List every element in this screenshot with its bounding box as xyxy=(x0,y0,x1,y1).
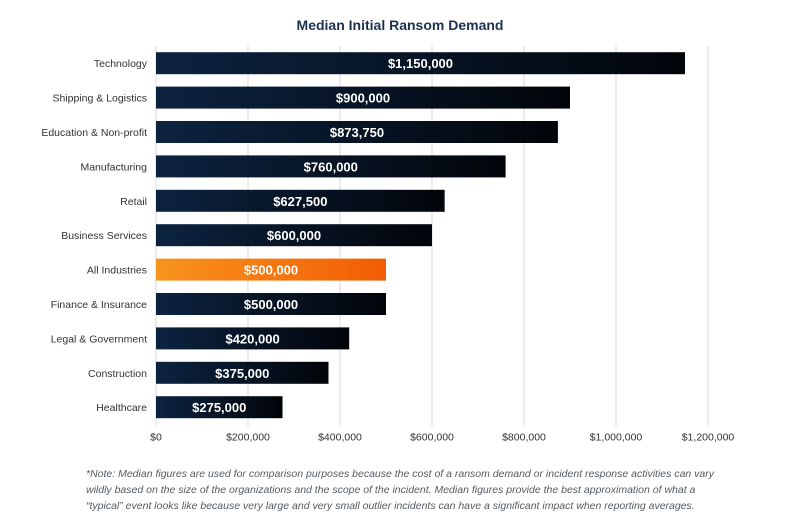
chart-title: Median Initial Ransom Demand xyxy=(296,17,504,33)
bar-value-label: $627,500 xyxy=(273,194,327,209)
category-label: Business Services xyxy=(61,230,147,242)
x-tick-label: $600,000 xyxy=(410,431,454,443)
category-label: Technology xyxy=(94,58,148,70)
category-label: Healthcare xyxy=(96,402,147,414)
bar-chart: $1,150,000 $900,000 $873,750 $760,000 $627,5… xyxy=(41,46,734,443)
category-label: Manufacturing xyxy=(80,161,147,173)
bar xyxy=(156,155,506,178)
bar-value-label: $500,000 xyxy=(244,263,298,278)
bar-value-label: $600,000 xyxy=(267,228,321,243)
bar-value-label: $500,000 xyxy=(244,297,298,312)
bar-value-label: $900,000 xyxy=(336,91,390,106)
footnote: *Note: Median figures are used for compa… xyxy=(86,468,715,512)
category-label: Construction xyxy=(88,368,147,380)
bar xyxy=(156,327,350,350)
category-labels: Technology Shipping & Logistics Education … xyxy=(41,58,147,414)
category-label: Education & Non-profit xyxy=(41,127,147,139)
bar-value-label: $375,000 xyxy=(215,366,269,381)
bar-value-label: $1,150,000 xyxy=(388,56,453,71)
category-label: Legal & Government xyxy=(51,333,147,345)
bar-highlight xyxy=(156,258,386,281)
bar xyxy=(156,361,329,384)
bar-value-label: $760,000 xyxy=(304,159,358,174)
x-tick-label: $0 xyxy=(150,431,162,443)
bar xyxy=(156,396,283,419)
category-label: Shipping & Logistics xyxy=(52,93,147,105)
bar xyxy=(156,52,685,75)
bars: $1,150,000 $900,000 $873,750 $760,000 $627,5… xyxy=(156,52,685,419)
bar-value-label: $420,000 xyxy=(225,331,279,346)
category-label: All Industries xyxy=(87,265,147,277)
bar xyxy=(156,86,570,109)
x-tick-label: $800,000 xyxy=(502,431,546,443)
bar xyxy=(156,121,558,143)
bar xyxy=(156,293,386,315)
x-tick-label: $1,200,000 xyxy=(682,431,735,443)
x-tick-label: $200,000 xyxy=(226,431,270,443)
bar-value-label: $873,750 xyxy=(330,125,384,140)
category-label: Finance & Insurance xyxy=(51,299,147,311)
bar xyxy=(156,189,445,212)
x-axis-ticks: $0 $200,000 $400,000 $600,000 $800,000 $1,000… xyxy=(150,431,734,443)
x-tick-label: $400,000 xyxy=(318,431,362,443)
x-tick-label: $1,000,000 xyxy=(590,431,643,443)
category-label: Retail xyxy=(120,196,147,208)
bar-value-label: $275,000 xyxy=(192,400,246,415)
bar xyxy=(156,224,432,247)
